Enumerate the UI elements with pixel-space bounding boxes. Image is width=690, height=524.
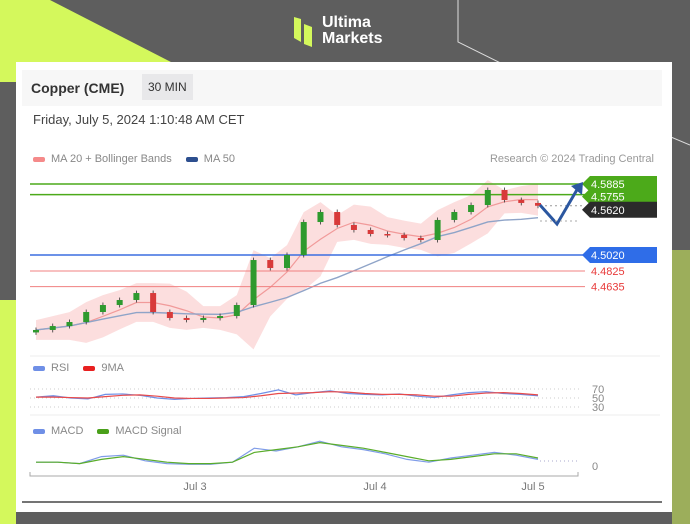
- level-label-bg: [582, 176, 657, 192]
- candle: [300, 222, 307, 256]
- ma50-line: [35, 217, 539, 331]
- candle: [367, 229, 374, 234]
- rsi-ma-swatch: [83, 365, 96, 371]
- candle: [284, 255, 290, 268]
- datetime: Friday, July 5, 2024 1:10:48 AM CET: [33, 112, 245, 127]
- credit: Research © 2024 Trading Central: [489, 153, 654, 165]
- legend-ma20: MA 20 + Bollinger Bands: [51, 153, 172, 165]
- forecast-arrow: [538, 187, 580, 227]
- x-tick-label: Jul 5: [521, 481, 544, 493]
- candle: [317, 211, 324, 223]
- x-axis: [29, 472, 579, 477]
- ultima-markets-logo: Ultima Markets: [292, 14, 382, 48]
- level-label-bg: [582, 201, 657, 218]
- candle: [417, 238, 424, 240]
- logo-mark-icon: [294, 17, 312, 47]
- legend-rsi: RSI: [51, 362, 70, 374]
- candle: [133, 293, 140, 301]
- candle: [451, 211, 458, 220]
- ma50-swatch: [185, 156, 198, 162]
- level-label: 4.4825: [591, 266, 625, 278]
- candle: [518, 200, 525, 203]
- macd-series-line: [36, 441, 539, 465]
- instrument-title: Copper (CME): [31, 80, 125, 96]
- rsi-tick-label: 30: [592, 402, 604, 414]
- level-label-bg: [582, 247, 657, 264]
- x-tick-label: Jul 4: [363, 481, 386, 493]
- candle: [83, 311, 90, 323]
- level-label: 4.5020: [591, 250, 625, 262]
- ma20-swatch: [33, 156, 45, 162]
- level-label: 4.5755: [591, 192, 625, 204]
- candle: [501, 189, 508, 201]
- logo-text-line1: Ultima: [322, 14, 371, 31]
- candle: [250, 260, 257, 306]
- macd-series-line: [36, 440, 539, 465]
- candle: [267, 260, 274, 268]
- macd-tick-label: 0: [592, 461, 598, 473]
- rsi-series-line: [35, 389, 539, 400]
- rsi-legend: RSI 9MA: [33, 362, 124, 374]
- candle: [484, 189, 491, 206]
- x-tick-label: Jul 3: [183, 481, 206, 493]
- rsi-series-line: [36, 391, 539, 400]
- macd-signal-swatch: [97, 428, 110, 434]
- candle: [535, 202, 541, 206]
- chart-header: [22, 70, 662, 106]
- legend-macd-signal: MACD Signal: [115, 425, 182, 437]
- candle: [401, 234, 408, 239]
- rsi-tick-label: 70: [592, 384, 604, 396]
- candle: [116, 300, 123, 306]
- level-label-bg: [582, 188, 657, 205]
- level-label: 4.5885: [591, 179, 625, 191]
- candle: [468, 205, 475, 212]
- candle: [99, 305, 106, 312]
- logo-text-line2: Markets: [322, 30, 383, 47]
- rsi-swatch: [33, 365, 45, 371]
- candle: [49, 326, 56, 330]
- arrow-head-icon: [571, 182, 583, 195]
- candle: [350, 224, 357, 230]
- candle: [233, 305, 240, 317]
- candle: [166, 311, 173, 318]
- rsi-tick-label: 50: [592, 393, 604, 405]
- candle: [66, 322, 73, 327]
- legend-rsi-ma: 9MA: [101, 362, 124, 374]
- macd-legend: MACD MACD Signal: [33, 425, 181, 437]
- legend-macd: MACD: [51, 425, 84, 437]
- candle: [384, 234, 391, 236]
- candle: [150, 293, 157, 312]
- candle: [183, 317, 190, 320]
- level-label: 4.4635: [591, 282, 625, 294]
- candle: [33, 329, 39, 333]
- candle: [334, 211, 341, 225]
- candle: [434, 219, 441, 240]
- candle: [217, 316, 224, 318]
- price-legend: MA 20 + Bollinger Bands MA 50: [33, 153, 235, 165]
- ma20-line: [35, 198, 539, 331]
- level-label: 4.5620: [591, 205, 625, 217]
- candle: [200, 317, 207, 320]
- timeframe-badge[interactable]: 30 MIN: [142, 74, 193, 100]
- macd-swatch: [33, 428, 45, 434]
- legend-ma50: MA 50: [203, 153, 235, 165]
